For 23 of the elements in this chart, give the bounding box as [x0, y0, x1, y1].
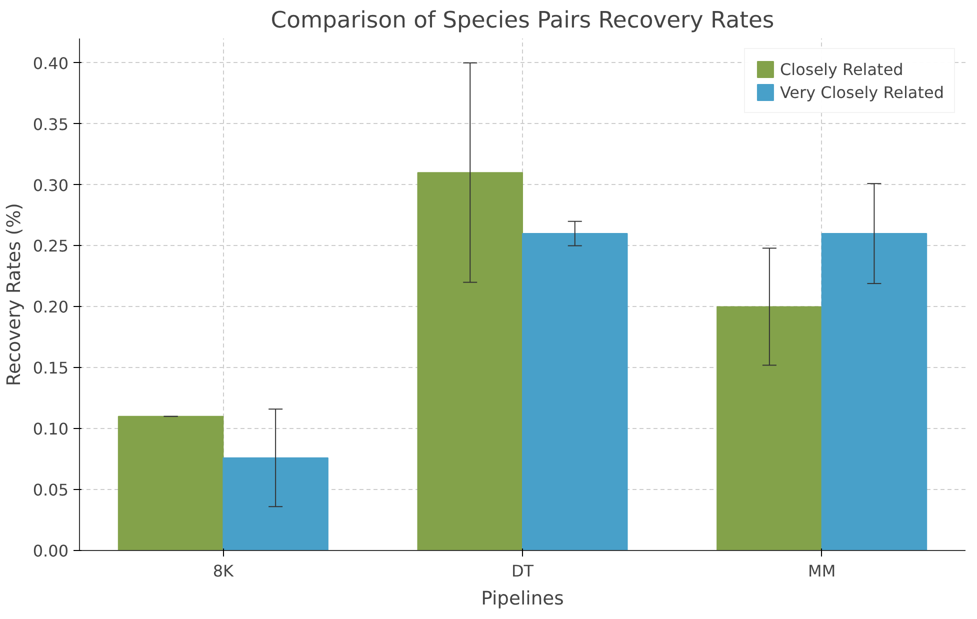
- x-tick-label: 8K: [212, 562, 234, 580]
- bar: [222, 457, 328, 550]
- y-tick-label: 0.25: [32, 236, 68, 256]
- y-tick-label: 0.30: [32, 176, 68, 195]
- y-tick-label: 0.20: [32, 298, 68, 317]
- x-tick-label: DT: [511, 562, 534, 580]
- bar: [522, 233, 628, 550]
- y-tick-label: 0.00: [32, 542, 68, 560]
- y-tick-label: 0.05: [32, 480, 68, 500]
- legend-label: Closely Related: [780, 60, 904, 78]
- bar: [821, 233, 928, 550]
- y-tick-label: 0.15: [32, 358, 68, 378]
- bar: [118, 416, 224, 550]
- bar: [716, 306, 822, 550]
- x-axis-title: Pipelines: [481, 588, 564, 610]
- x-tick-label: MM: [808, 562, 836, 580]
- y-tick-label: 0.35: [32, 114, 68, 134]
- legend-label: Very Closely Related: [780, 82, 944, 102]
- y-axis-title: Recovery Rates (%): [4, 202, 25, 386]
- chart-title: Comparison of Species Pairs Recovery Rates: [270, 8, 774, 34]
- bar: [417, 172, 523, 550]
- y-tick-label: 0.10: [32, 420, 68, 439]
- y-tick-label: 0.40: [32, 54, 68, 73]
